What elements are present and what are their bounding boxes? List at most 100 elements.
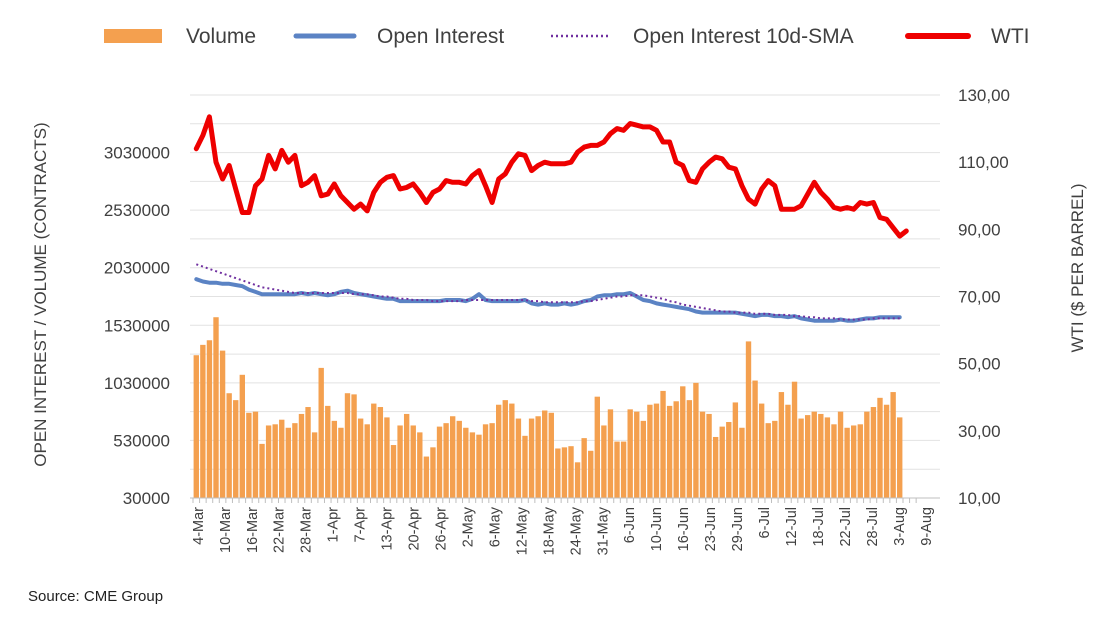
x-tick-label: 13-Apr bbox=[380, 507, 396, 551]
x-tick-label: 2-May bbox=[460, 506, 476, 547]
volume-bar bbox=[436, 426, 443, 498]
volume-bar bbox=[528, 418, 535, 498]
volume-bar bbox=[384, 417, 390, 498]
x-tick-label: 12-Jul bbox=[784, 507, 800, 547]
open-interest-line bbox=[194, 277, 902, 323]
volume-bar bbox=[785, 404, 791, 498]
volume-bar bbox=[588, 450, 594, 498]
x-tick-label: 1-Apr bbox=[326, 507, 342, 543]
volume-bar bbox=[325, 405, 331, 498]
volume-bar bbox=[568, 446, 574, 498]
volume-bar bbox=[758, 403, 765, 498]
volume-bar bbox=[219, 350, 226, 498]
volume-bar bbox=[443, 423, 449, 498]
volume-bar bbox=[522, 435, 528, 498]
volume-bar bbox=[804, 415, 811, 498]
volume-bar bbox=[206, 340, 213, 498]
y-right-tick-label: 130,00 bbox=[958, 86, 1010, 105]
volume-bar bbox=[555, 448, 561, 498]
volume-bar bbox=[456, 420, 462, 498]
x-tick-label: 31-May bbox=[595, 506, 611, 555]
series-lines bbox=[193, 114, 909, 323]
y-right-tick-label: 10,00 bbox=[958, 489, 1001, 508]
x-tick-label: 22-Mar bbox=[272, 507, 288, 553]
y-left-axis-title: OPEN INTEREST / VOLUME (CONTRACTS) bbox=[31, 122, 50, 466]
volume-bar bbox=[673, 401, 679, 498]
volume-bar bbox=[265, 425, 272, 498]
legend-label-volume: Volume bbox=[186, 25, 256, 48]
volume-bar bbox=[509, 403, 515, 498]
volume-bar bbox=[574, 462, 581, 498]
y-right-tick-label: 50,00 bbox=[958, 355, 1001, 374]
volume-bar bbox=[213, 317, 219, 498]
volume-bar bbox=[535, 416, 541, 498]
y-left-tick-label: 1530000 bbox=[104, 316, 170, 335]
volume-bar bbox=[410, 425, 416, 498]
volume-bar bbox=[403, 413, 410, 498]
volume-bar bbox=[851, 425, 857, 498]
y-right-tick-label: 90,00 bbox=[958, 220, 1001, 239]
volume-bar bbox=[390, 445, 397, 498]
volume-bar bbox=[666, 405, 673, 498]
volume-bars bbox=[193, 317, 903, 498]
volume-bar bbox=[647, 404, 653, 498]
volume-bar bbox=[844, 427, 850, 498]
volume-bar bbox=[548, 412, 554, 498]
volume-bar bbox=[193, 355, 199, 498]
x-tick-label: 18-Jul bbox=[811, 507, 827, 547]
volume-bar bbox=[627, 409, 633, 498]
volume-bar bbox=[726, 422, 732, 498]
volume-bar bbox=[837, 411, 844, 498]
volume-bar bbox=[712, 436, 719, 498]
volume-bar bbox=[601, 425, 607, 498]
volume-bar bbox=[897, 417, 903, 498]
volume-bar bbox=[331, 420, 338, 498]
legend: Volume Open Interest Open Interest 10d-SMA… bbox=[104, 25, 1029, 48]
volume-bar bbox=[357, 418, 364, 498]
volume-bar bbox=[423, 456, 430, 498]
volume-bar bbox=[883, 404, 890, 498]
wti-line bbox=[193, 114, 909, 239]
axes: 30000 530000 1030000 1530000 2030000 2530000 3… bbox=[31, 86, 1087, 555]
volume-bar bbox=[686, 400, 693, 498]
volume-bar bbox=[542, 410, 548, 498]
volume-bar bbox=[292, 423, 298, 498]
volume-bar bbox=[285, 427, 292, 498]
volume-bar bbox=[397, 425, 403, 498]
y-left-tick-label: 530000 bbox=[113, 431, 170, 450]
volume-bar bbox=[489, 423, 495, 498]
y-left-tick-label: 30000 bbox=[123, 489, 170, 508]
volume-bar bbox=[581, 438, 587, 498]
volume-bar bbox=[469, 432, 476, 498]
volume-bar bbox=[476, 434, 482, 498]
x-tick-label: 12-May bbox=[514, 506, 530, 555]
volume-bar bbox=[252, 411, 259, 498]
y-left-tick-label: 2030000 bbox=[104, 259, 170, 278]
y-left-tick-label: 1030000 bbox=[104, 374, 170, 393]
volume-bar bbox=[449, 416, 456, 498]
volume-bar bbox=[864, 411, 870, 498]
volume-bar bbox=[680, 386, 686, 498]
y-right-tick-label: 30,00 bbox=[958, 422, 1001, 441]
x-tick-label: 6-Jun bbox=[622, 507, 638, 543]
volume-bar bbox=[818, 413, 824, 498]
volume-bar bbox=[298, 413, 305, 498]
volume-bar bbox=[890, 392, 896, 498]
x-tick-label: 26-Apr bbox=[433, 507, 449, 551]
x-tick-label: 6-Jul bbox=[757, 507, 773, 538]
volume-bar bbox=[371, 403, 377, 498]
volume-bar bbox=[463, 427, 469, 498]
volume-bar bbox=[719, 426, 725, 498]
volume-bar bbox=[233, 400, 239, 498]
volume-bar bbox=[279, 419, 285, 498]
x-tick-label: 10-Jun bbox=[649, 507, 665, 551]
x-tick-label: 10-Mar bbox=[218, 507, 234, 553]
legend-label-open-interest: Open Interest bbox=[377, 25, 504, 48]
x-tick-label: 4-Mar bbox=[191, 507, 207, 545]
x-tick-label: 9-Aug bbox=[919, 507, 935, 546]
volume-bar bbox=[502, 400, 508, 498]
x-tick-label: 16-Jun bbox=[676, 507, 692, 551]
volume-bar bbox=[614, 441, 620, 498]
x-tick-label: 22-Jul bbox=[838, 507, 854, 547]
